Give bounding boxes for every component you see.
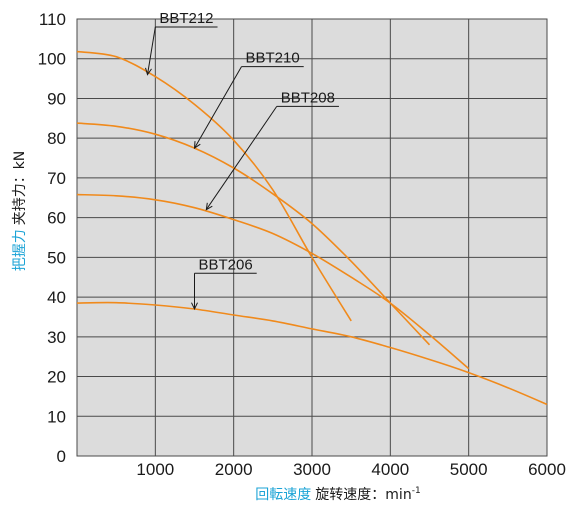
x-tick-label: 5000 xyxy=(450,460,488,479)
x-axis-label-unit: min xyxy=(385,487,411,503)
y-tick-label: 60 xyxy=(47,209,66,228)
x-tick-label: 6000 xyxy=(528,460,566,479)
x-tick-label: 1000 xyxy=(136,460,174,479)
x-tick-label: 2000 xyxy=(215,460,253,479)
x-axis-label: 回転速度 旋转速度：min-1 xyxy=(255,486,420,503)
y-tick-label: 70 xyxy=(47,169,66,188)
grid-lines xyxy=(77,18,548,457)
label-leader-line xyxy=(147,26,156,75)
x-axis-label-exponent: -1 xyxy=(412,486,421,496)
x-tick-label: 3000 xyxy=(293,460,331,479)
label-arrowhead xyxy=(205,202,213,211)
series-line-bbt210 xyxy=(76,122,431,346)
x-axis-label-cn: 旋转速度： xyxy=(315,487,385,503)
y-tick-label: 100 xyxy=(38,50,66,69)
label-arrowhead xyxy=(145,67,152,76)
y-tick-label: 20 xyxy=(47,368,66,387)
y-tick-label: 30 xyxy=(47,328,66,347)
series-label-text: BBT206 xyxy=(199,256,253,273)
series-label-bbt210: BBT210 xyxy=(193,50,304,150)
y-tick-label: 90 xyxy=(47,89,66,108)
y-tick-label: 40 xyxy=(47,288,66,307)
series-labels: BBT212 BBT210 BBT208 BBT206 xyxy=(145,10,339,311)
label-leader-line xyxy=(194,66,242,149)
x-axis-label-jp: 回転速度 xyxy=(255,487,311,503)
y-axis-label-unit: kN xyxy=(12,151,28,170)
label-arrowhead xyxy=(191,302,198,311)
x-tick-labels: 1000 2000 3000 4000 5000 6000 xyxy=(136,460,565,479)
y-tick-label: 10 xyxy=(47,407,66,426)
label-arrowhead xyxy=(193,141,201,150)
series-label-text: BBT210 xyxy=(246,50,300,67)
label-leader-line xyxy=(205,106,278,210)
y-tick-label: 50 xyxy=(47,248,66,267)
series-line-bbt212 xyxy=(76,50,352,322)
y-axis-label: 把握力 夹持力：kN xyxy=(12,151,28,272)
series-label-text: BBT212 xyxy=(159,10,213,27)
y-axis-label-jp: 把握力 xyxy=(12,229,28,271)
series-line-bbt206 xyxy=(76,301,548,406)
y-tick-labels: 0 10 20 30 40 50 60 70 80 90 100 110 xyxy=(38,10,66,466)
series-label-bbt206: BBT206 xyxy=(191,256,257,311)
series-line-bbt208 xyxy=(76,193,470,370)
y-axis-label-cn: 夹持力： xyxy=(12,169,28,225)
y-tick-label: 0 xyxy=(57,447,66,466)
series-lines xyxy=(76,50,548,406)
y-tick-label: 110 xyxy=(39,10,66,29)
x-tick-label: 4000 xyxy=(371,460,409,479)
series-label-bbt208: BBT208 xyxy=(205,89,339,211)
series-label-text: BBT208 xyxy=(281,89,335,106)
y-tick-label: 80 xyxy=(47,129,66,148)
series-label-bbt212: BBT212 xyxy=(145,10,218,76)
